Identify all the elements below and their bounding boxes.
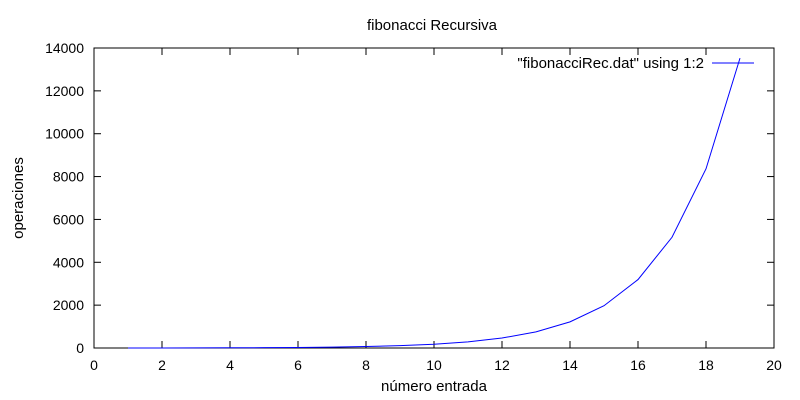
y-tick-label: 6000 <box>53 211 84 227</box>
series-layer <box>127 57 741 349</box>
x-tick-label: 20 <box>766 357 782 373</box>
y-tick-label: 12000 <box>45 83 84 99</box>
x-axis-label: número entrada <box>381 378 488 395</box>
y-tick-label: 4000 <box>53 254 84 270</box>
x-tick-label: 6 <box>294 357 302 373</box>
y-axis: 0 2000 4000 6000 8000 10000 12000 14000 <box>45 40 774 356</box>
y-tick-label: 0 <box>76 340 84 356</box>
y-tick-label: 2000 <box>53 297 84 313</box>
x-tick-label: 12 <box>494 357 510 373</box>
series-line <box>127 57 741 349</box>
x-tick-label: 4 <box>226 357 234 373</box>
chart-title: fibonacci Recursiva <box>367 17 498 34</box>
x-tick-label: 8 <box>362 357 370 373</box>
x-tick-label: 16 <box>630 357 646 373</box>
legend-label: "fibonacciRec.dat" using 1:2 <box>517 55 704 72</box>
x-tick-label: 10 <box>426 357 442 373</box>
y-tick-label: 10000 <box>45 126 84 142</box>
y-tick-label: 14000 <box>45 40 84 56</box>
y-tick-label: 8000 <box>53 169 84 185</box>
x-tick-label: 0 <box>90 357 98 373</box>
y-axis-label: operaciones <box>10 157 27 239</box>
plot-frame <box>93 47 775 349</box>
x-tick-label: 18 <box>698 357 714 373</box>
x-axis: 0 2 4 6 8 10 12 14 16 18 20 <box>90 48 782 373</box>
x-tick-label: 14 <box>562 357 578 373</box>
x-tick-label: 2 <box>158 357 166 373</box>
legend: "fibonacciRec.dat" using 1:2 <box>517 55 754 72</box>
